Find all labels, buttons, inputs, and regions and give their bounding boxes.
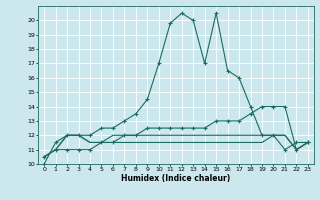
- X-axis label: Humidex (Indice chaleur): Humidex (Indice chaleur): [121, 174, 231, 183]
